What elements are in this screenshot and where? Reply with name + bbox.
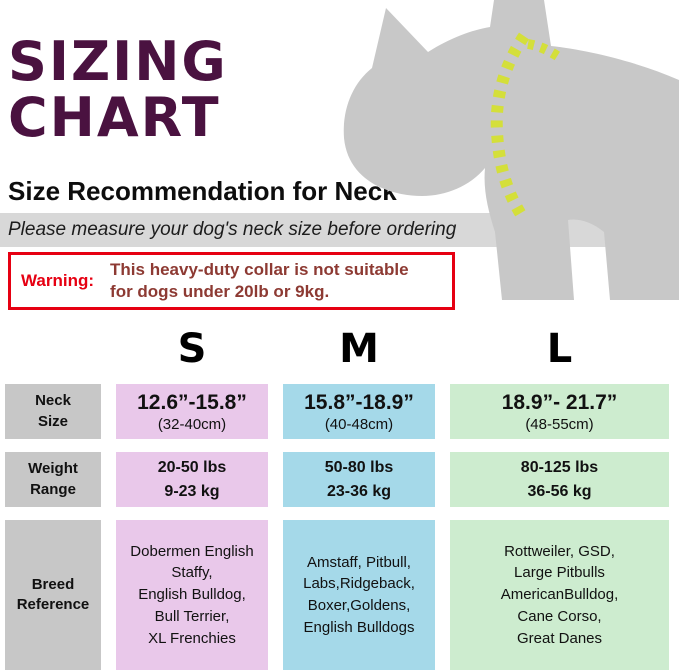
neck-range-l: 18.9”- 21.7”: [501, 390, 618, 414]
breed-cell-s: Dobermen English Staffy, English Bulldog…: [116, 520, 268, 670]
breed-cell-m: Amstaff, Pitbull, Labs,Ridgeback, Boxer,…: [283, 520, 435, 670]
size-table: S M L Neck Size 12.6”-15.8” (32-40cm) 15…: [5, 326, 669, 670]
col-header-s: S: [177, 326, 207, 372]
weight-cell-s: 20-50 lbs 9-23 kg: [116, 452, 268, 507]
collar-strap-branch: [527, 39, 562, 62]
weight-cell-l: 80-125 lbs 36-56 kg: [450, 452, 669, 507]
neck-size-cell-l: 18.9”- 21.7” (48-55cm): [450, 384, 669, 439]
col-header-l: L: [546, 326, 573, 372]
subtitle: Size Recommendation for Neck: [8, 176, 397, 206]
neck-cm-m: (40-48cm): [324, 415, 394, 433]
neck-cm-s: (32-40cm): [157, 415, 227, 433]
dog-silhouette: [343, 0, 679, 300]
weight-cell-m: 50-80 lbs 23-36 kg: [283, 452, 435, 507]
page-title: SIZING CHART: [8, 34, 228, 145]
dog-body-shape: [343, 0, 679, 300]
warning-box: Warning: This heavy-duty collar is not s…: [8, 252, 455, 310]
row-label-breed-reference: Breed Reference: [5, 520, 101, 670]
row-label-neck-size: Neck Size: [5, 384, 101, 439]
neck-size-cell-s: 12.6”-15.8” (32-40cm): [116, 384, 268, 439]
neck-cm-l: (48-55cm): [525, 415, 594, 433]
row-label-weight-range: Weight Range: [5, 452, 101, 507]
col-header-m: M: [339, 326, 379, 372]
title-line1: SIZING: [8, 30, 228, 93]
neck-size-cell-m: 15.8”-18.9” (40-48cm): [283, 384, 435, 439]
header-spacer: [5, 327, 101, 371]
warning-label: Warning:: [21, 271, 95, 290]
collar-strap: [490, 32, 530, 220]
breed-cell-l: Rottweiler, GSD, Large Pitbulls American…: [450, 520, 669, 670]
warning-text: This heavy-duty collar is not suitable f…: [110, 259, 409, 301]
title-line2: CHART: [8, 85, 221, 149]
neck-range-s: 12.6”-15.8”: [137, 390, 247, 414]
neck-range-m: 15.8”-18.9”: [304, 390, 414, 414]
measure-note-text: Please measure your dog's neck size befo…: [8, 219, 457, 240]
